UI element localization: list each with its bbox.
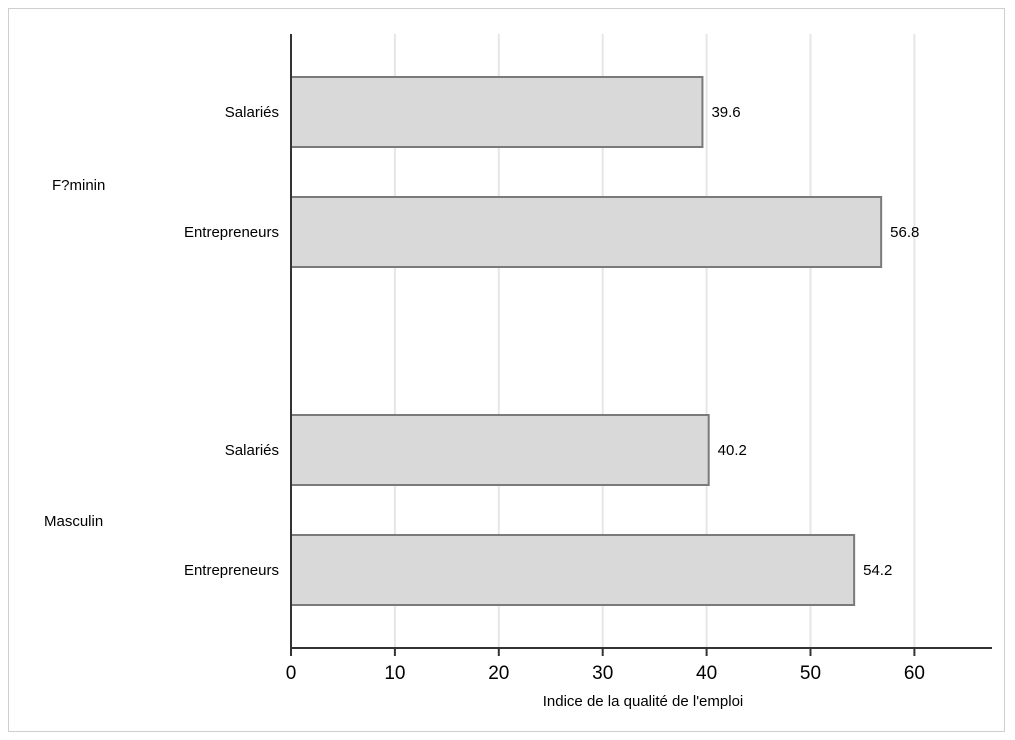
data-label-1-0: 40.2 (718, 442, 747, 459)
x-tick-label-0: 0 (286, 663, 297, 684)
group-label-0: F?minin (52, 177, 105, 194)
data-label-0-0: 39.6 (711, 104, 740, 121)
x-tick-label-30: 30 (592, 663, 613, 684)
labels: F?minin Salariés 39.6 Entrepreneurs 56.8 Masc… (44, 104, 919, 579)
category-label-0-0: Salariés (225, 104, 279, 121)
bar-0-0 (290, 76, 704, 148)
data-label-1-1: 54.2 (863, 562, 892, 579)
data-label-0-1: 56.8 (890, 224, 919, 241)
x-tick-label-40: 40 (696, 663, 717, 684)
x-axis-title: Indice de la qualité de l'emploi (543, 693, 744, 710)
category-label-1-1: Entrepreneurs (184, 562, 279, 579)
bar-1-0 (290, 414, 710, 486)
x-tick-label-20: 20 (488, 663, 509, 684)
x-tick-label-10: 10 (384, 663, 405, 684)
bar-0-1 (290, 196, 883, 268)
x-tick-label-50: 50 (800, 663, 821, 684)
x-tick-label-60: 60 (904, 663, 925, 684)
category-label-0-1: Entrepreneurs (184, 224, 279, 241)
group-label-1: Masculin (44, 513, 103, 530)
bars (290, 76, 883, 606)
axes: 0 10 20 30 40 50 60 (286, 34, 992, 684)
bar-1-1 (290, 534, 856, 606)
category-label-1-0: Salariés (225, 442, 279, 459)
